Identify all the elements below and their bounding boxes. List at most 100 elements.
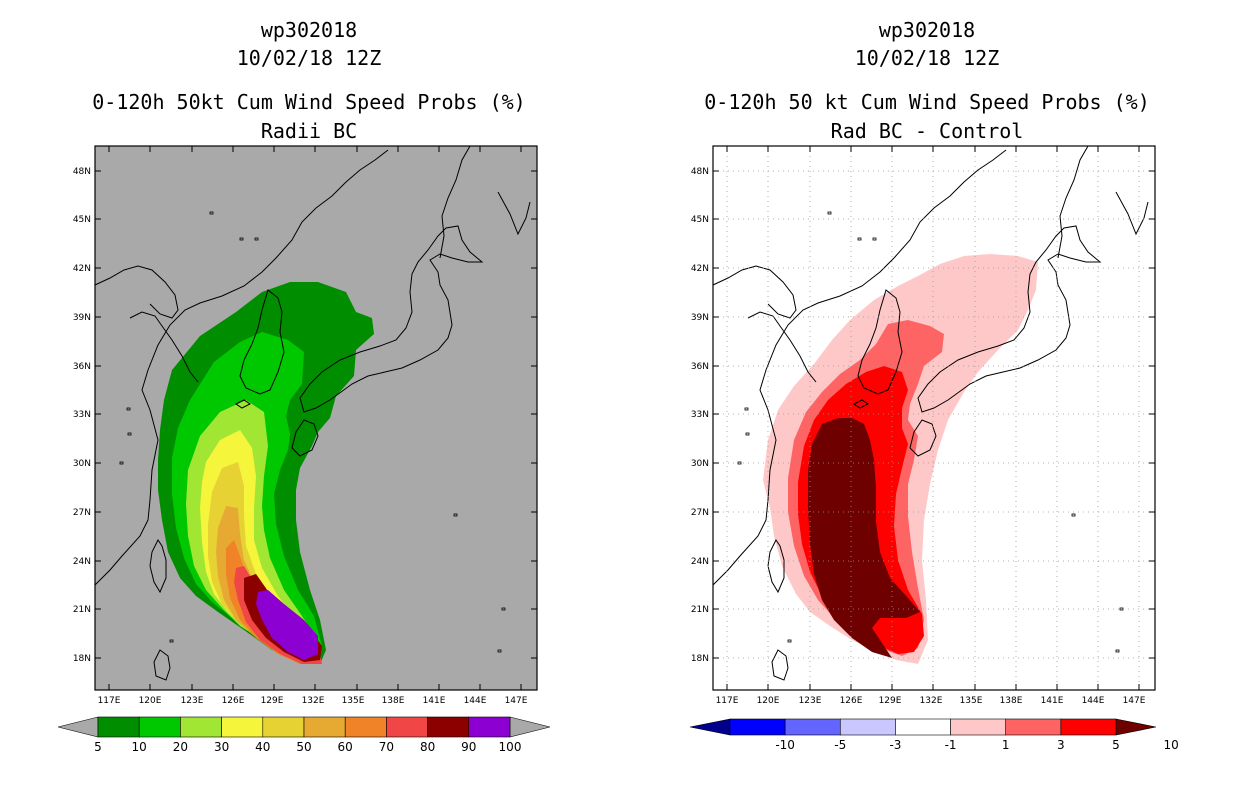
- lon-label: 117E: [716, 696, 739, 706]
- lat-label: 45N: [73, 215, 91, 225]
- prob-colorbar-label: 80: [420, 740, 435, 754]
- lon-label: 141E: [423, 696, 446, 706]
- lon-label: 138E: [1000, 696, 1023, 706]
- prob-colorbar-swatch: [303, 716, 346, 738]
- diff-colorbar-label: -1: [945, 738, 957, 752]
- island: [127, 432, 132, 436]
- coastline: [1057, 145, 1089, 259]
- coastline: [153, 649, 171, 681]
- island: [453, 513, 458, 517]
- lon-label: 129E: [261, 696, 284, 706]
- map-frame: [712, 145, 1156, 691]
- prob-colorbar-label: 5: [94, 740, 102, 754]
- prob-colorbar-swatch: [386, 716, 428, 738]
- lon-label: 123E: [799, 696, 822, 706]
- diff-colorbar-swatch: [729, 718, 786, 736]
- lon-label: 132E: [920, 696, 943, 706]
- chart-title: 0-120h 50 kt Cum Wind Speed Probs (%): [704, 90, 1150, 114]
- lat-label: 45N: [691, 215, 709, 225]
- island: [872, 237, 877, 241]
- prob-colorbar-label: 70: [379, 740, 394, 754]
- diff-colorbar-label: 10: [1164, 738, 1179, 752]
- coastline: [1115, 191, 1149, 236]
- island: [239, 237, 244, 241]
- coastline: [291, 419, 319, 457]
- diff-colorbar-label: -5: [834, 738, 846, 752]
- island: [254, 237, 259, 241]
- lat-label: 33N: [691, 410, 709, 420]
- prob-colorbar-swatch: [221, 716, 264, 738]
- coastline: [239, 289, 285, 395]
- lat-label: 18N: [691, 654, 709, 664]
- lat-label: 48N: [691, 167, 709, 177]
- coastline: [712, 265, 797, 319]
- island: [787, 639, 792, 643]
- lat-label: 42N: [73, 264, 91, 274]
- right-panel: wp302018 10/02/18 12Z 0-120h 50 kt Cum W…: [618, 0, 1236, 800]
- prob-colorbar-swatch: [180, 716, 222, 738]
- lon-label: 141E: [1041, 696, 1064, 706]
- left-panel: wp302018 10/02/18 12Z 0-120h 50kt Cum Wi…: [57, 18, 551, 754]
- coastline: [299, 225, 484, 413]
- island: [745, 432, 750, 436]
- coastline: [94, 265, 179, 319]
- island: [497, 649, 502, 653]
- lon-label: 120E: [757, 696, 780, 706]
- map-frame: [94, 145, 538, 691]
- lat-label: 21N: [73, 605, 91, 615]
- forecast-date: 10/02/18 12Z: [236, 46, 382, 70]
- prob-band-90: [256, 590, 318, 660]
- lat-label: 27N: [73, 508, 91, 518]
- lon-label: 126E: [840, 696, 863, 706]
- prob-band-50: [216, 506, 318, 662]
- lat-label: 36N: [691, 362, 709, 372]
- prob-colorbar-label: 10: [132, 740, 147, 754]
- diff-colorbar-label: -10: [775, 738, 795, 752]
- prob-colorbar-label: 90: [461, 740, 476, 754]
- coastline: [853, 399, 869, 409]
- diff-colorbar-label: 5: [1112, 738, 1120, 752]
- island: [827, 211, 832, 215]
- diff-colorbar-swatch: [895, 718, 951, 736]
- lat-label: 24N: [73, 557, 91, 567]
- island: [209, 211, 214, 215]
- prob-colorbar-label: 100: [499, 740, 522, 754]
- storm-id: wp302018: [878, 18, 976, 42]
- coastline: [129, 311, 199, 383]
- storm-id: wp302018: [260, 18, 358, 42]
- colorbar-extension-low: [689, 718, 731, 736]
- colorbar-extension-low: [57, 716, 99, 738]
- lon-label: 144E: [1082, 696, 1105, 706]
- chart-title: 0-120h 50kt Cum Wind Speed Probs (%): [92, 90, 526, 114]
- lon-label: 147E: [1123, 696, 1146, 706]
- prob-colorbar-swatch: [97, 716, 140, 738]
- lat-label: 18N: [73, 654, 91, 664]
- prob-colorbar-label: 30: [214, 740, 229, 754]
- lat-label: 39N: [691, 313, 709, 323]
- prob-colorbar-label: 60: [338, 740, 353, 754]
- lon-label: 135E: [342, 696, 365, 706]
- coastline: [917, 225, 1102, 413]
- diff-colorbar-swatch: [1060, 718, 1117, 736]
- prob-colorbar-swatch: [427, 716, 470, 738]
- lon-label: 129E: [879, 696, 902, 706]
- diff-colorbar-swatch: [784, 718, 841, 736]
- coastline: [857, 289, 903, 395]
- probability-map: 48N 45N 42N 39N 36N 33N 30N 27N 24N 21N 18N 117E 120…: [57, 145, 551, 754]
- prob-colorbar-swatch: [468, 716, 511, 738]
- island: [169, 639, 174, 643]
- coastline: [439, 145, 471, 259]
- lon-label: 135E: [960, 696, 983, 706]
- island: [126, 407, 131, 411]
- lon-label: 123E: [181, 696, 204, 706]
- prob-colorbar-swatch: [138, 716, 181, 738]
- lon-label: 138E: [382, 696, 405, 706]
- lat-label: 30N: [73, 459, 91, 469]
- island: [119, 461, 124, 465]
- prob-colorbar-label: 50: [296, 740, 311, 754]
- island: [1115, 649, 1120, 653]
- lat-label: 30N: [691, 459, 709, 469]
- colorbar-extension-high: [1115, 718, 1157, 736]
- island: [501, 607, 506, 611]
- island: [857, 237, 862, 241]
